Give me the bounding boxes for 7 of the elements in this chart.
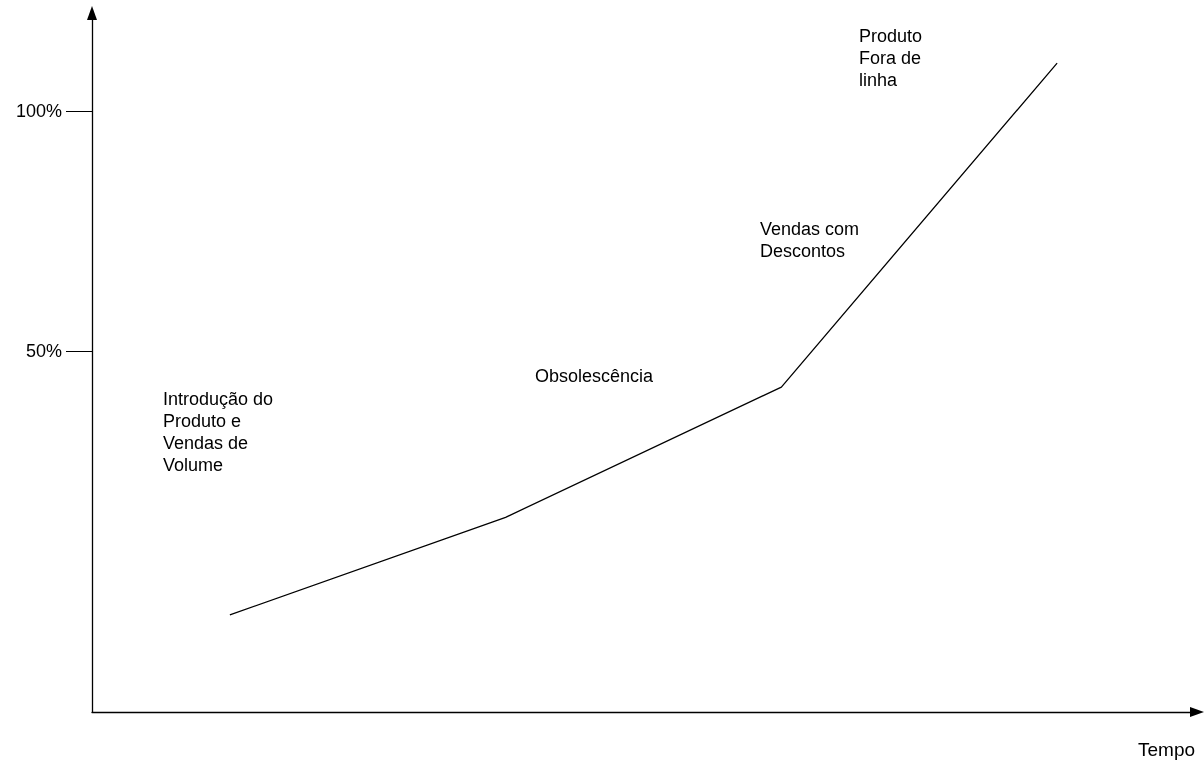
annotation: Introdução do Produto e Vendas de Volume bbox=[163, 389, 274, 475]
y-tick-label: 100% bbox=[15, 101, 62, 122]
annotation: Produto Fora de linha bbox=[859, 26, 923, 90]
annotation: Obsolescência bbox=[535, 366, 655, 386]
x-axis-title: Tempo bbox=[1138, 739, 1196, 760]
y-tick-label: 50% bbox=[25, 341, 62, 362]
annotation: Vendas com Descontos bbox=[760, 219, 860, 261]
